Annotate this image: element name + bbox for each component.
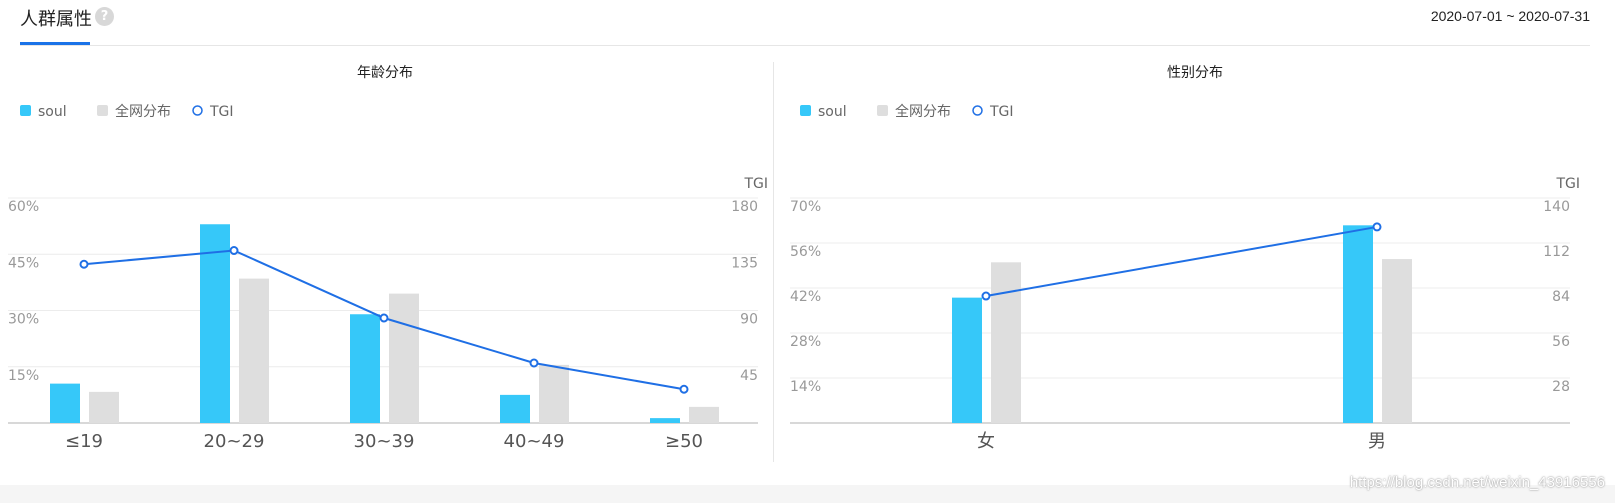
question-circle-icon[interactable]: ?	[95, 7, 114, 26]
y-right-tick: 90	[740, 312, 758, 328]
header-divider	[20, 45, 1590, 46]
page-title: 人群属性	[20, 9, 92, 30]
y-right-tick: 112	[1543, 244, 1570, 260]
chart-divider	[773, 62, 774, 462]
bar-soul	[1343, 225, 1373, 423]
age-distribution-chart: 年龄分布 soul 全网分布 TGI 15% 45 30% 90 45% 135 60% 180 TGI…	[8, 65, 768, 452]
bar-all	[991, 262, 1021, 423]
tgi-point	[529, 358, 539, 368]
y-left-tick: 56%	[790, 244, 821, 260]
y-right-tick: 56	[1552, 334, 1570, 350]
y-left-tick: 30%	[8, 312, 39, 328]
y-right-axis-label: TGI	[743, 176, 768, 192]
x-tick-label: ≤19	[65, 431, 103, 452]
bar-soul	[952, 297, 982, 423]
footer-band	[0, 485, 1615, 503]
legend-swatch-soul	[800, 105, 811, 116]
legend-label-tgi: TGI	[209, 104, 234, 120]
tgi-point	[379, 313, 389, 323]
legend-swatch-tgi	[972, 105, 983, 116]
y-right-tick: 84	[1552, 289, 1570, 305]
date-range[interactable]: 2020-07-01 ~ 2020-07-31	[1430, 8, 1590, 24]
y-right-tick: 140	[1543, 199, 1570, 215]
x-tick-label: ≥50	[665, 431, 703, 452]
legend-label-all: 全网分布	[115, 103, 171, 120]
tgi-point	[79, 259, 89, 269]
tgi-point	[229, 246, 239, 255]
y-right-tick: 135	[731, 255, 758, 271]
legend-swatch-all	[97, 105, 108, 116]
y-left-tick: 70%	[790, 199, 821, 215]
bar-all	[1382, 259, 1412, 423]
x-tick-label: 30~39	[354, 431, 415, 452]
y-right-tick: 45	[740, 368, 758, 384]
bar-soul	[50, 383, 80, 423]
y-left-tick: 15%	[8, 368, 39, 384]
y-left-tick: 28%	[790, 334, 821, 350]
legend-label-soul: soul	[818, 104, 847, 120]
bar-all	[89, 391, 119, 423]
x-tick-label: 女	[977, 431, 995, 452]
bar-soul	[200, 224, 230, 423]
x-tick-label: 40~49	[504, 431, 565, 452]
y-left-tick: 45%	[8, 255, 39, 271]
bar-soul	[500, 394, 530, 423]
bar-all	[239, 278, 269, 423]
bar-soul	[350, 314, 380, 423]
tgi-point	[1372, 222, 1382, 232]
active-tab-indicator	[20, 42, 90, 45]
gender-chart-title: 性别分布	[1167, 65, 1223, 81]
bar-soul	[650, 418, 680, 423]
y-right-tick: 28	[1552, 379, 1570, 395]
bar-all	[389, 293, 419, 423]
page-header: 人群属性 ? 2020-07-01 ~ 2020-07-31	[0, 0, 1615, 48]
bar-all	[689, 406, 719, 423]
legend-swatch-all	[877, 105, 888, 116]
y-left-tick: 14%	[790, 379, 821, 395]
tgi-line	[985, 225, 1378, 298]
x-tick-label: 20~29	[204, 431, 265, 452]
y-right-tick: 180	[731, 199, 758, 215]
y-left-tick: 60%	[8, 199, 39, 215]
legend-label-all: 全网分布	[895, 103, 951, 120]
legend-swatch-soul	[20, 105, 31, 116]
bar-all	[539, 364, 569, 423]
x-tick-label: 男	[1368, 431, 1386, 452]
legend-swatch-tgi	[192, 105, 203, 116]
tgi-point	[981, 291, 991, 301]
gender-distribution-chart: 性别分布 soul 全网分布 TGI 14% 28 28% 56 42% 84 56% 112 70% 1…	[790, 65, 1580, 452]
age-chart-title: 年龄分布	[357, 65, 413, 81]
legend-label-tgi: TGI	[989, 104, 1014, 120]
watermark: https://blog.csdn.net/weixin_43916556	[1349, 474, 1605, 491]
legend-label-soul: soul	[38, 104, 67, 120]
y-right-axis-label: TGI	[1555, 176, 1580, 192]
y-left-tick: 42%	[790, 289, 821, 305]
tgi-point	[679, 384, 689, 394]
